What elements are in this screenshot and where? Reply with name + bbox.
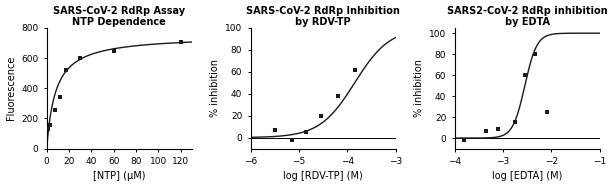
Point bbox=[460, 139, 469, 142]
Y-axis label: Fluorescence: Fluorescence bbox=[6, 56, 15, 120]
X-axis label: log [EDTA] (M): log [EDTA] (M) bbox=[492, 171, 562, 181]
Point bbox=[109, 50, 119, 53]
Point bbox=[176, 41, 185, 44]
Point bbox=[510, 121, 520, 124]
Y-axis label: % inhibition: % inhibition bbox=[209, 59, 220, 117]
Y-axis label: % inhibition: % inhibition bbox=[414, 59, 424, 117]
Title: SARS-CoV-2 RdRp Inhibition
by RDV-TP: SARS-CoV-2 RdRp Inhibition by RDV-TP bbox=[246, 6, 400, 27]
Point bbox=[55, 95, 65, 98]
Point bbox=[75, 57, 85, 60]
Point bbox=[529, 53, 539, 56]
Point bbox=[43, 128, 53, 131]
Point bbox=[302, 131, 312, 134]
Point bbox=[270, 128, 280, 131]
Point bbox=[45, 124, 55, 127]
Point bbox=[493, 127, 503, 130]
Point bbox=[542, 110, 551, 113]
Point bbox=[333, 94, 343, 97]
Point bbox=[287, 138, 297, 141]
Point bbox=[350, 68, 360, 71]
Point bbox=[316, 114, 326, 117]
Point bbox=[50, 109, 59, 112]
Point bbox=[481, 129, 491, 132]
X-axis label: [NTP] (μM): [NTP] (μM) bbox=[93, 171, 146, 181]
Point bbox=[520, 74, 530, 77]
Title: SARS2-CoV-2 RdRp inhibition
by EDTA: SARS2-CoV-2 RdRp inhibition by EDTA bbox=[447, 6, 608, 27]
Title: SARS-CoV-2 RdRp Assay
NTP Dependence: SARS-CoV-2 RdRp Assay NTP Dependence bbox=[53, 6, 185, 27]
X-axis label: log [RDV-TP] (M): log [RDV-TP] (M) bbox=[283, 171, 363, 181]
Point bbox=[61, 69, 70, 72]
